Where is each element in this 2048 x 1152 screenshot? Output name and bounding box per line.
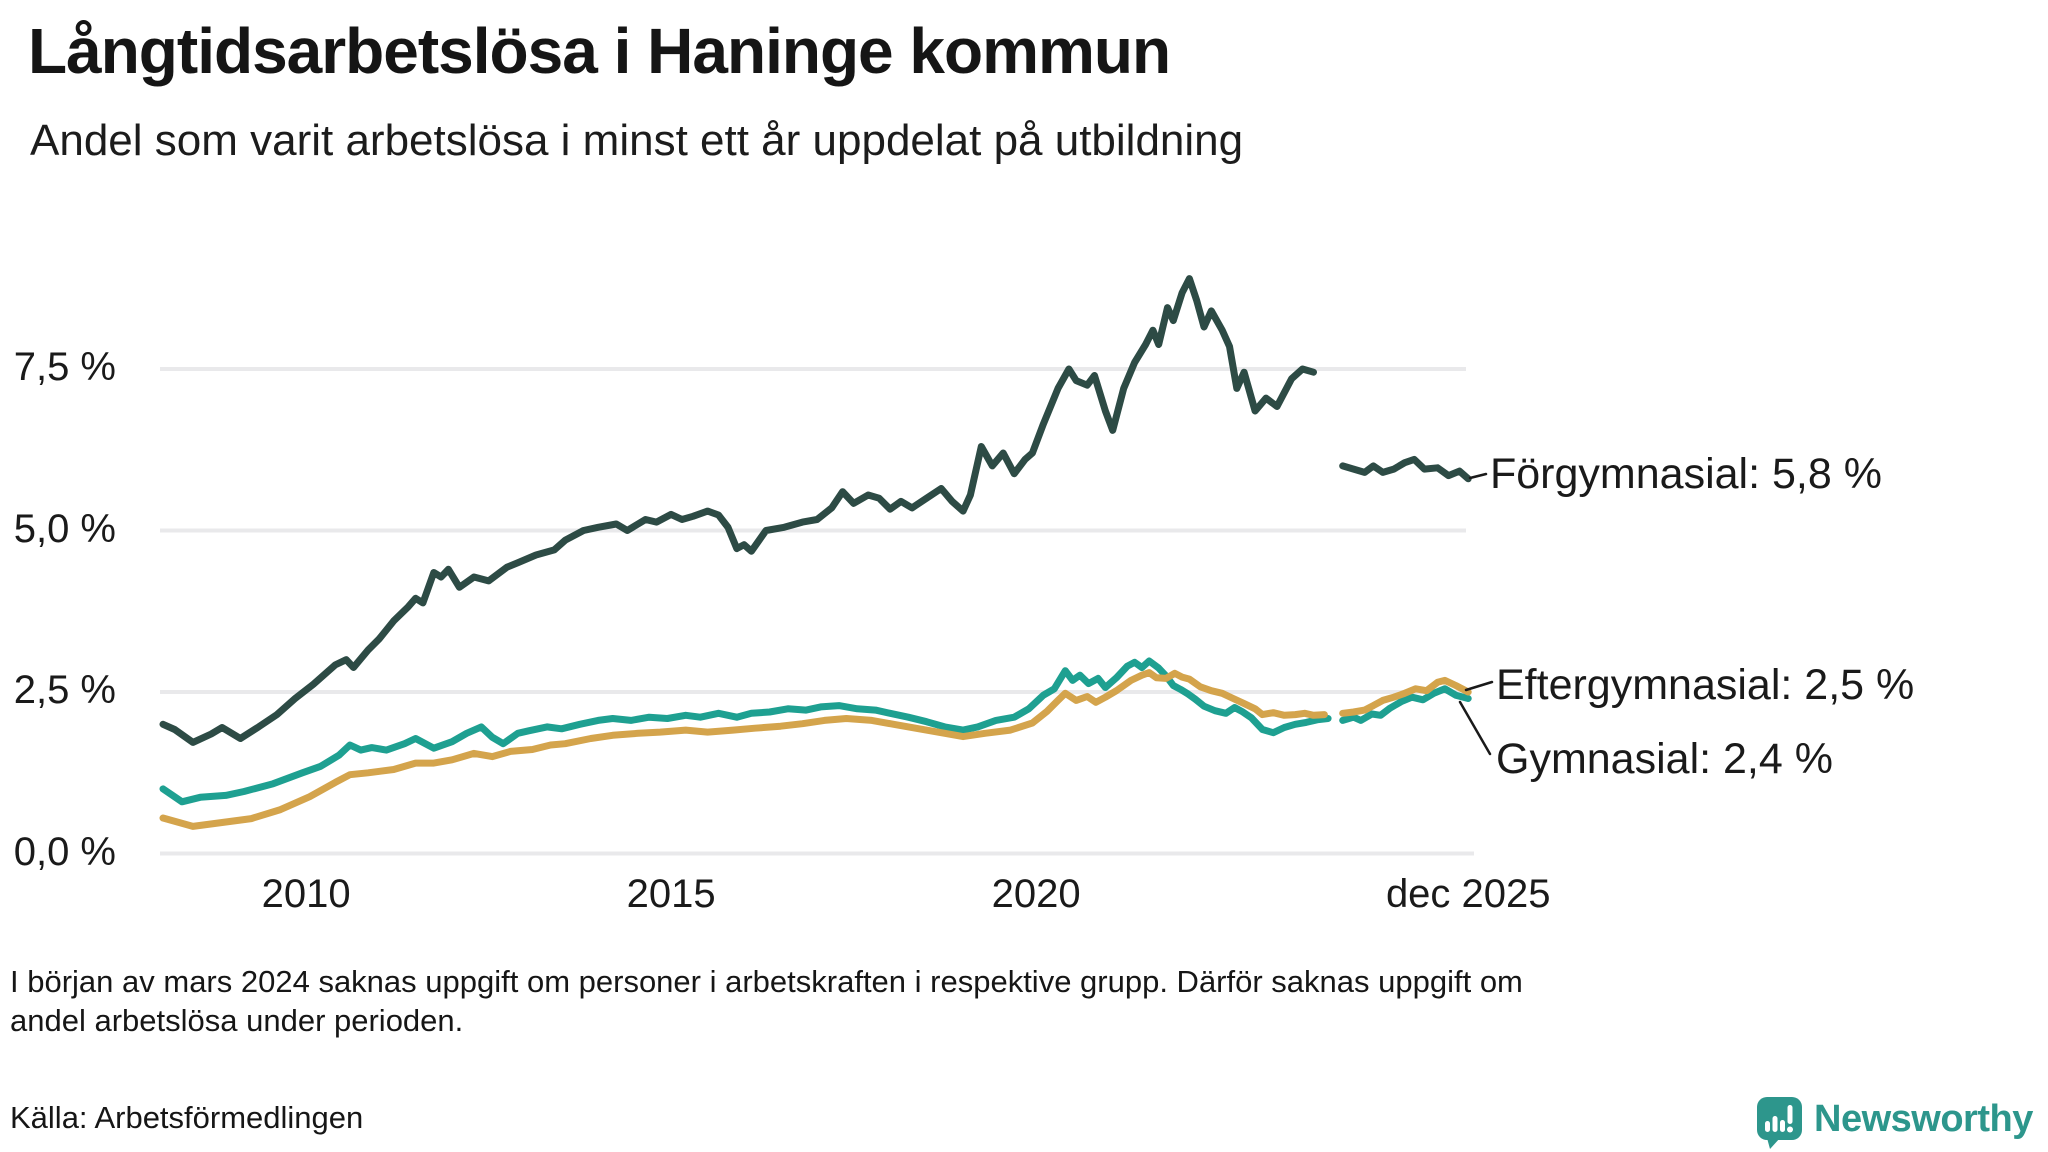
footnote-line-1: I början av mars 2024 saknas uppgift om … xyxy=(10,964,1523,999)
x-tick-label: dec 2025 xyxy=(1385,872,1551,916)
leader-gymnasial xyxy=(1458,700,1492,756)
leader-eftergymnasial xyxy=(1464,680,1494,692)
y-tick-label: 0,0 % xyxy=(13,829,116,874)
series-label-eftergymnasial: Eftergymnasial: 2,5 % xyxy=(1496,661,1915,709)
y-tick-label: 7,5 % xyxy=(13,345,116,389)
series-label-forgymnasial: Förgymnasial: 5,8 % xyxy=(1490,450,1882,498)
newsworthy-icon xyxy=(1756,1096,1804,1152)
series-line-frgymnasial xyxy=(159,275,1472,746)
footnote-line-2: andel arbetslösa under perioden. xyxy=(10,1003,464,1038)
y-tick-label: 2,5 % xyxy=(13,668,116,712)
y-tick-label: 5,0 % xyxy=(13,506,116,551)
x-tick-label: 2010 xyxy=(261,872,351,916)
x-tick-label: 2020 xyxy=(991,872,1081,916)
series-label-gymnasial: Gymnasial: 2,4 % xyxy=(1496,735,1833,783)
newsworthy-logo: Newsworthy xyxy=(1756,1096,2033,1152)
source-note: Källa: Arbetsförmedlingen xyxy=(10,1100,364,1135)
page-subtitle: Andel som varit arbetslösa i minst ett å… xyxy=(30,116,1244,165)
newsworthy-wordmark: Newsworthy xyxy=(1814,1098,2033,1140)
leader-forgymnasial xyxy=(1468,472,1488,480)
series-line-gymnasial xyxy=(159,657,1472,806)
x-tick-label: 2015 xyxy=(626,872,716,916)
series-line-eftergymnasial xyxy=(159,669,1472,830)
page-title: Långtidsarbetslösa i Haninge kommun xyxy=(28,15,1171,87)
